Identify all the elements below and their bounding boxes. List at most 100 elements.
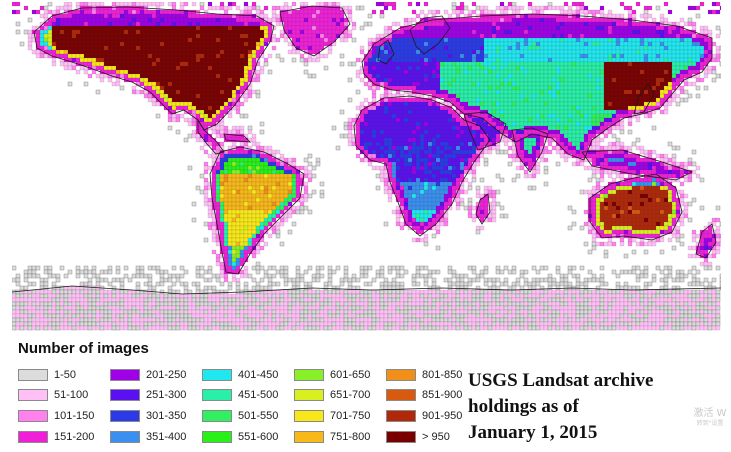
scene-tile xyxy=(487,97,493,103)
scene-tile xyxy=(519,97,525,103)
scene-tile xyxy=(667,25,673,31)
scene-tile xyxy=(483,105,489,111)
scene-tile xyxy=(615,161,621,167)
scene-tile xyxy=(603,97,609,103)
scene-tile xyxy=(567,141,573,147)
scene-tile xyxy=(531,117,537,123)
scene-tile xyxy=(107,37,113,43)
scene-tile xyxy=(687,45,693,51)
scene-tile xyxy=(391,169,397,175)
scene-tile xyxy=(551,33,557,39)
scene-tile xyxy=(423,109,429,115)
scene-tile xyxy=(475,69,481,75)
scene-tile xyxy=(463,89,469,95)
scene-tile xyxy=(391,113,397,119)
scene-tile xyxy=(187,89,193,95)
scene-tile xyxy=(551,17,557,23)
scene-tile xyxy=(663,165,669,171)
scene-tile xyxy=(423,173,429,179)
scene-tile xyxy=(491,29,497,35)
scene-tile xyxy=(219,161,225,167)
scene-tile xyxy=(531,73,537,79)
scene-tile xyxy=(163,25,169,31)
scene-tile xyxy=(347,129,353,135)
scene-tile xyxy=(455,97,461,103)
scene-tile xyxy=(171,41,177,47)
scene-tile xyxy=(12,2,17,7)
scene-tile xyxy=(619,157,625,163)
scene-tile xyxy=(511,69,517,75)
scene-tile xyxy=(675,41,681,47)
scene-tile xyxy=(447,161,453,167)
scene-tile xyxy=(635,169,641,175)
scene-tile xyxy=(151,89,157,95)
scene-tile xyxy=(427,101,433,107)
scene-tile xyxy=(599,69,605,75)
scene-tile xyxy=(99,53,105,59)
scene-tile xyxy=(539,41,545,47)
scene-tile xyxy=(523,61,529,67)
scene-tile xyxy=(383,157,389,163)
scene-tile xyxy=(231,161,237,167)
scene-tile xyxy=(403,69,409,75)
scene-tile xyxy=(599,105,605,111)
scene-tile xyxy=(583,97,589,103)
scene-tile xyxy=(683,41,689,47)
scene-tile xyxy=(147,97,153,103)
scene-tile xyxy=(239,57,245,63)
scene-tile xyxy=(419,9,425,15)
scene-tile xyxy=(435,177,441,183)
scene-tile xyxy=(211,77,217,83)
scene-tile xyxy=(575,61,581,67)
scene-tile xyxy=(599,117,605,123)
scene-tile xyxy=(579,121,585,127)
scene-tile xyxy=(395,153,401,159)
scene-tile xyxy=(331,9,337,15)
scene-tile xyxy=(671,169,677,175)
scene-tile xyxy=(511,25,517,31)
scene-tile xyxy=(355,69,361,75)
scene-tile xyxy=(591,69,597,75)
scene-tile xyxy=(423,21,429,27)
scene-tile xyxy=(631,65,637,71)
scene-tile xyxy=(671,73,677,79)
scene-tile xyxy=(167,117,173,123)
scene-tile xyxy=(99,45,105,51)
scene-tile xyxy=(643,165,649,171)
scene-tile xyxy=(247,57,253,63)
scene-tile xyxy=(575,85,581,91)
scene-tile xyxy=(487,53,493,59)
scene-tile xyxy=(639,25,645,31)
scene-tile xyxy=(215,69,221,75)
scene-tile xyxy=(599,101,605,107)
scene-tile xyxy=(299,17,305,23)
scene-tile xyxy=(79,2,85,7)
scene-tile xyxy=(639,29,645,35)
scene-tile xyxy=(623,161,629,167)
scene-tile xyxy=(643,69,649,75)
scene-tile xyxy=(403,85,409,91)
scene-tile xyxy=(623,65,629,71)
scene-tile xyxy=(239,33,245,39)
scene-tile xyxy=(139,17,145,23)
scene-tile xyxy=(583,49,589,55)
scene-tile xyxy=(339,37,345,43)
scene-tile xyxy=(647,65,653,71)
scene-tile xyxy=(183,49,189,55)
scene-tile xyxy=(503,49,509,55)
scene-tile xyxy=(603,33,609,39)
scene-tile xyxy=(427,9,433,15)
scene-tile xyxy=(471,57,477,63)
scene-tile xyxy=(675,101,681,107)
scene-tile xyxy=(467,49,473,55)
scene-tile xyxy=(399,157,405,163)
scene-tile xyxy=(503,33,509,39)
scene-tile xyxy=(663,109,669,115)
scene-tile xyxy=(591,141,597,147)
scene-tile xyxy=(647,45,653,51)
scene-tile xyxy=(395,161,401,167)
scene-tile xyxy=(651,41,657,47)
scene-tile xyxy=(235,45,241,51)
scene-tile xyxy=(551,121,557,127)
scene-tile xyxy=(199,21,205,27)
